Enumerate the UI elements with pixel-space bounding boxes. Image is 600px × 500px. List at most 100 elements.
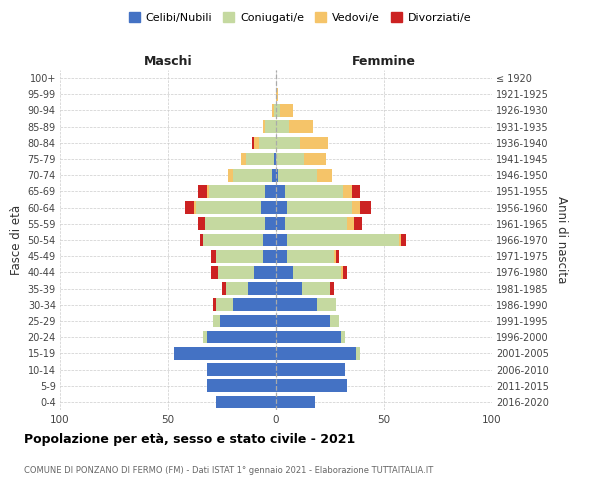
Bar bbox=[248, 282, 276, 295]
Bar bbox=[354, 218, 362, 230]
Bar bbox=[215, 396, 276, 408]
Bar bbox=[401, 234, 406, 246]
Bar bbox=[287, 234, 399, 246]
Bar bbox=[229, 169, 233, 181]
Bar bbox=[233, 169, 272, 181]
Bar bbox=[352, 202, 360, 214]
Bar bbox=[209, 185, 265, 198]
Bar bbox=[276, 380, 347, 392]
Bar bbox=[330, 282, 334, 295]
Bar bbox=[284, 185, 343, 198]
Text: Popolazione per età, sesso e stato civile - 2021: Popolazione per età, sesso e stato civil… bbox=[24, 432, 355, 446]
Bar bbox=[276, 104, 280, 117]
Bar bbox=[276, 396, 315, 408]
Bar bbox=[241, 152, 246, 166]
Bar bbox=[194, 202, 196, 214]
Bar bbox=[276, 185, 284, 198]
Bar bbox=[276, 331, 341, 344]
Bar bbox=[302, 282, 330, 295]
Legend: Celibi/Nubili, Coniugati/e, Vedovi/e, Divorziati/e: Celibi/Nubili, Coniugati/e, Vedovi/e, Di… bbox=[124, 8, 476, 28]
Bar bbox=[276, 266, 293, 278]
Bar bbox=[207, 185, 209, 198]
Bar bbox=[356, 347, 360, 360]
Bar bbox=[205, 218, 265, 230]
Bar bbox=[211, 266, 218, 278]
Bar bbox=[211, 250, 215, 262]
Bar bbox=[276, 298, 317, 311]
Bar bbox=[304, 152, 326, 166]
Bar bbox=[259, 136, 276, 149]
Bar bbox=[263, 250, 276, 262]
Bar bbox=[276, 347, 356, 360]
Bar bbox=[214, 314, 220, 328]
Bar bbox=[341, 266, 343, 278]
Bar bbox=[272, 169, 276, 181]
Bar bbox=[293, 266, 341, 278]
Bar bbox=[334, 250, 337, 262]
Bar bbox=[185, 202, 194, 214]
Bar bbox=[276, 120, 289, 133]
Bar bbox=[261, 202, 276, 214]
Bar bbox=[347, 218, 354, 230]
Bar bbox=[222, 282, 226, 295]
Bar bbox=[343, 266, 347, 278]
Bar bbox=[203, 331, 207, 344]
Bar bbox=[399, 234, 401, 246]
Bar bbox=[280, 104, 293, 117]
Bar bbox=[284, 218, 347, 230]
Bar bbox=[276, 152, 304, 166]
Bar bbox=[274, 152, 276, 166]
Bar bbox=[278, 169, 317, 181]
Bar bbox=[276, 218, 284, 230]
Bar bbox=[274, 104, 276, 117]
Bar bbox=[207, 380, 276, 392]
Bar bbox=[203, 234, 263, 246]
Y-axis label: Anni di nascita: Anni di nascita bbox=[556, 196, 568, 284]
Bar bbox=[276, 250, 287, 262]
Bar bbox=[276, 363, 345, 376]
Text: COMUNE DI PONZANO DI FERMO (FM) - Dati ISTAT 1° gennaio 2021 - Elaborazione TUTT: COMUNE DI PONZANO DI FERMO (FM) - Dati I… bbox=[24, 466, 433, 475]
Bar bbox=[233, 298, 276, 311]
Bar bbox=[263, 120, 265, 133]
Bar bbox=[265, 185, 276, 198]
Bar bbox=[317, 298, 337, 311]
Bar bbox=[175, 347, 276, 360]
Bar bbox=[289, 120, 313, 133]
Bar bbox=[265, 120, 276, 133]
Bar bbox=[276, 202, 287, 214]
Bar bbox=[263, 234, 276, 246]
Bar bbox=[352, 185, 360, 198]
Bar bbox=[220, 314, 276, 328]
Bar bbox=[215, 250, 263, 262]
Bar bbox=[246, 152, 274, 166]
Bar bbox=[337, 250, 338, 262]
Bar bbox=[254, 266, 276, 278]
Bar bbox=[272, 104, 274, 117]
Bar bbox=[226, 282, 248, 295]
Bar bbox=[276, 169, 278, 181]
Y-axis label: Fasce di età: Fasce di età bbox=[10, 205, 23, 275]
Bar bbox=[276, 234, 287, 246]
Bar bbox=[317, 169, 332, 181]
Bar bbox=[276, 314, 330, 328]
Bar bbox=[214, 298, 215, 311]
Bar bbox=[207, 331, 276, 344]
Bar bbox=[215, 298, 233, 311]
Bar bbox=[276, 282, 302, 295]
Bar bbox=[254, 136, 259, 149]
Bar bbox=[300, 136, 328, 149]
Bar bbox=[207, 363, 276, 376]
Text: Femmine: Femmine bbox=[352, 54, 416, 68]
Bar bbox=[330, 314, 338, 328]
Bar bbox=[276, 136, 300, 149]
Text: Maschi: Maschi bbox=[143, 54, 193, 68]
Bar bbox=[218, 266, 254, 278]
Bar bbox=[265, 218, 276, 230]
Bar bbox=[200, 234, 203, 246]
Bar bbox=[287, 250, 334, 262]
Bar bbox=[196, 202, 261, 214]
Bar bbox=[198, 218, 205, 230]
Bar bbox=[341, 331, 345, 344]
Bar bbox=[360, 202, 371, 214]
Bar bbox=[252, 136, 254, 149]
